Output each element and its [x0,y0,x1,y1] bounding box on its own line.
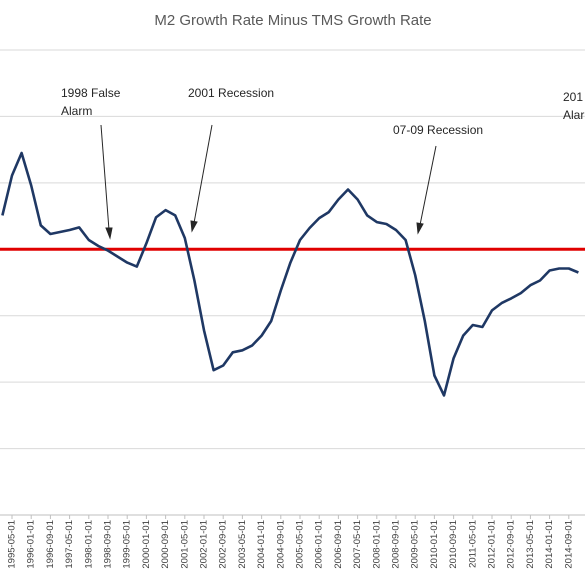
x-tick-label: 1996-01-01 [26,520,37,569]
x-tick-label: 1999-05-01 [122,520,133,569]
x-tick-label: 2002-09-01 [218,520,229,569]
x-tick-label: 2002-01-01 [199,520,210,569]
x-tick-label: 2008-09-01 [391,520,402,569]
x-tick-label: 2001-05-01 [179,520,190,569]
x-tick-label: 1995-05-01 [7,520,18,569]
x-tick-label: 2008-01-01 [371,520,382,569]
arrow [193,124,213,224]
arrow-head [105,227,113,240]
x-tick-label: 2010-01-01 [429,520,440,569]
annotation: 1998 False [61,86,121,100]
grid: 1995-05-01 1996-01-01 1996-09-01 1997-05-01… [0,49,585,569]
annotation: Alar [563,108,584,122]
x-tick-label: 2011-05-01 [467,520,478,568]
x-tick-label: 2014-09-01 [563,520,574,569]
x-tick-label: 1998-01-01 [83,520,94,569]
arrow [100,124,110,231]
x-tick-label: 2005-05-01 [295,520,306,569]
x-tick-label: 2000-01-01 [141,520,152,569]
x-tick-label: 2000-09-01 [160,520,171,569]
x-tick-label: 2006-09-01 [333,520,344,569]
annotation: 07-09 Recession [393,123,483,137]
arrow [419,145,437,226]
x-tick-label: 2004-09-01 [275,520,286,569]
x-tick-label: 2012-01-01 [487,520,498,569]
x-tick-label: 2006-01-01 [314,520,325,569]
plot [0,151,585,397]
x-tick-label: 2014-01-01 [544,520,555,569]
annotation: 2001 Recession [188,86,274,100]
x-tick-label: 1998-09-01 [103,520,114,569]
x-tick-label: 2010-09-01 [448,520,459,569]
x-tick-label: 1996-09-01 [45,520,56,569]
arrow-head [190,220,198,233]
x-tick-label: 1997-05-01 [64,520,75,569]
x-tick-label: 2004-01-01 [256,520,267,569]
x-tick-label: 2003-05-01 [237,520,248,569]
x-tick-label: 2013-05-01 [525,520,536,569]
chart-title: M2 Growth Rate Minus TMS Growth Rate [154,12,431,29]
x-tick-label: 2012-09-01 [506,520,517,569]
annotations: 1998 False Alarm 2001 Recession 07-09 Re… [61,86,584,240]
series-line [1,151,579,397]
annotation: Alarm [61,104,92,118]
arrow-head [416,222,424,235]
annotation: 201 [563,90,583,104]
x-tick-label: 2009-05-01 [410,520,421,569]
x-tick-label: 2007-05-01 [352,520,363,569]
